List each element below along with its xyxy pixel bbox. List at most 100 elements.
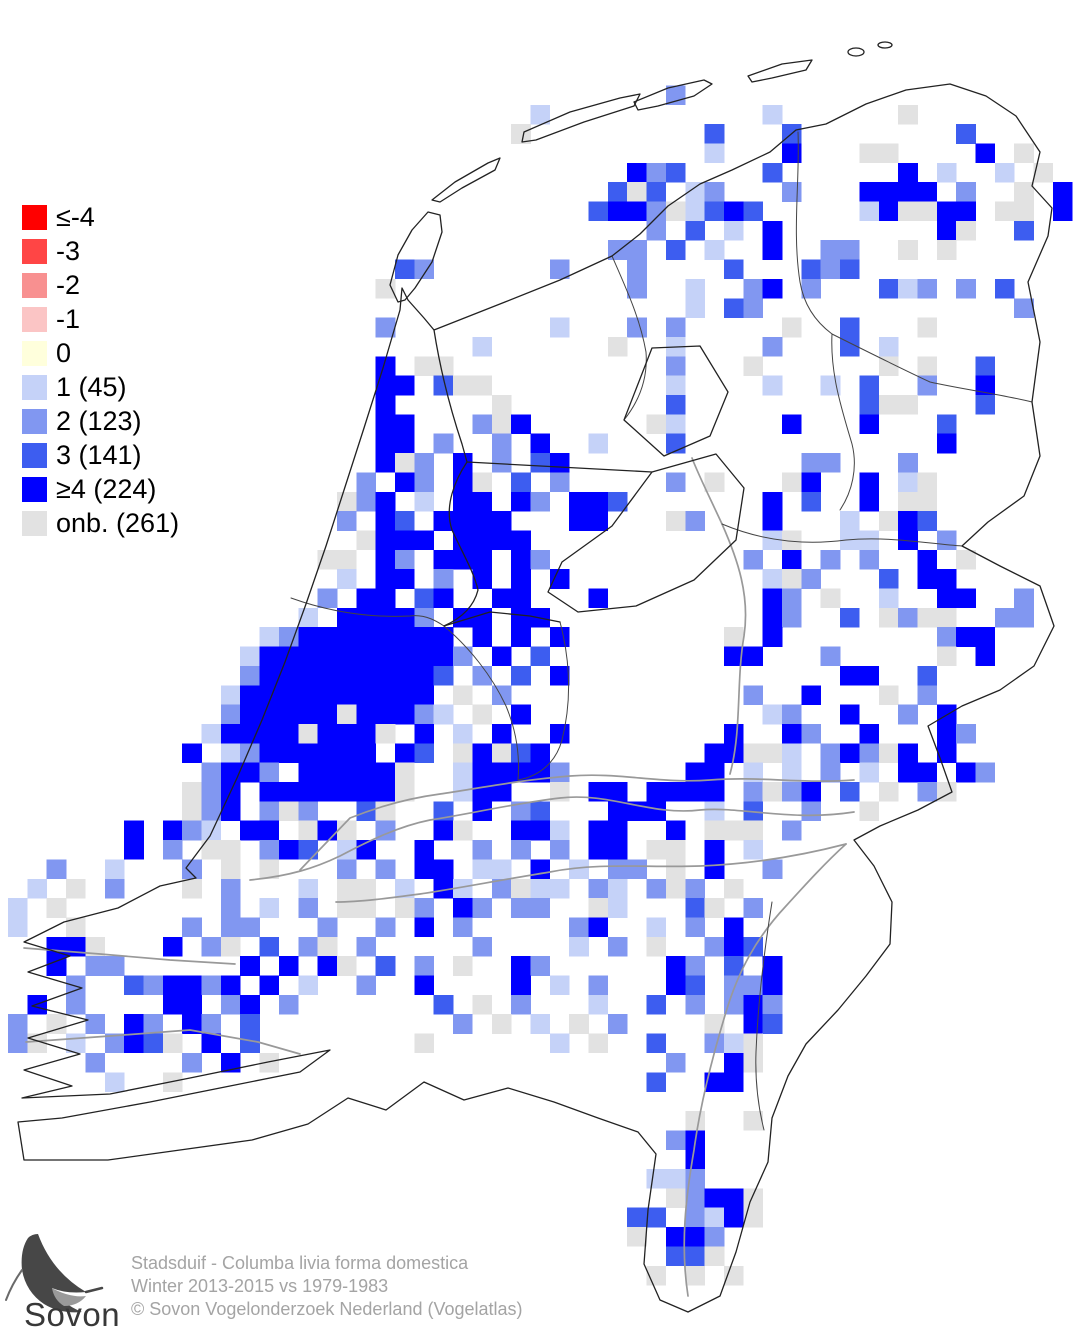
map-legend: ≤-4 -3 -2 -1 0 1 (45) 2 (123) 3 (141) ≥4… bbox=[22, 200, 179, 540]
grid-cell bbox=[704, 762, 725, 783]
grid-cell bbox=[433, 356, 454, 376]
grid-cell bbox=[549, 820, 570, 841]
grid-cell bbox=[511, 569, 531, 589]
grid-cell bbox=[782, 782, 802, 802]
grid-cell bbox=[936, 201, 957, 222]
grid-cell bbox=[220, 704, 241, 725]
grid-cell bbox=[259, 762, 280, 783]
grid-cell bbox=[511, 627, 531, 647]
grid-cell bbox=[569, 511, 589, 531]
grid-cell bbox=[549, 317, 570, 338]
grid-cell bbox=[704, 1207, 725, 1228]
grid-cell bbox=[395, 549, 415, 570]
grid-cell bbox=[627, 162, 647, 183]
grid-cell bbox=[588, 820, 609, 841]
grid-cell bbox=[375, 704, 396, 725]
legend-label: -2 bbox=[56, 269, 81, 300]
legend-item: 2 (123) bbox=[22, 404, 179, 438]
grid-cell bbox=[569, 1014, 589, 1034]
grid-cell bbox=[627, 240, 647, 260]
grid-cell bbox=[356, 588, 376, 609]
grid-cell bbox=[317, 762, 338, 783]
grid-cell bbox=[240, 704, 260, 725]
grid-cell bbox=[665, 240, 686, 260]
legend-swatch bbox=[22, 306, 47, 332]
grid-cell bbox=[278, 956, 299, 976]
grid-cell bbox=[298, 936, 318, 957]
legend-item: -1 bbox=[22, 302, 179, 336]
grid-cell bbox=[356, 704, 376, 725]
grid-cell bbox=[336, 646, 357, 667]
grid-cell bbox=[936, 220, 957, 241]
grid-cell bbox=[743, 1188, 763, 1208]
grid-cell bbox=[317, 549, 338, 570]
grid-cell bbox=[762, 240, 783, 260]
grid-cell bbox=[356, 762, 376, 783]
grid-cell bbox=[511, 491, 531, 512]
grid-cell bbox=[743, 356, 763, 376]
grid-cell bbox=[820, 743, 841, 763]
grid-cell bbox=[1014, 298, 1034, 318]
grid-cell bbox=[124, 840, 144, 860]
grid-cell bbox=[356, 975, 376, 996]
grid-cell bbox=[433, 704, 454, 725]
grid-cell bbox=[646, 994, 667, 1015]
grid-cell bbox=[220, 936, 241, 957]
grid-cell bbox=[936, 723, 957, 744]
grid-cell bbox=[414, 840, 434, 860]
grid-cell bbox=[801, 453, 821, 473]
grid-cell bbox=[433, 820, 454, 841]
grid-cell bbox=[646, 801, 667, 821]
grid-cell bbox=[259, 820, 280, 841]
grid-cell bbox=[956, 549, 976, 570]
grid-cell bbox=[491, 530, 512, 551]
grid-cell bbox=[472, 898, 493, 918]
grid-cell bbox=[375, 433, 396, 454]
grid-cell bbox=[356, 936, 376, 957]
grid-cell bbox=[607, 801, 628, 821]
grid-cell bbox=[414, 491, 434, 512]
grid-cell bbox=[395, 453, 415, 473]
grid-cell bbox=[278, 704, 299, 725]
grid-cell bbox=[162, 840, 183, 860]
grid-cell bbox=[201, 1033, 222, 1054]
grid-cell bbox=[704, 124, 725, 144]
grid-cell bbox=[491, 414, 512, 434]
grid-cell bbox=[549, 762, 570, 783]
grid-cell bbox=[530, 433, 551, 454]
grid-cell bbox=[549, 878, 570, 899]
grid-cell bbox=[704, 1188, 725, 1208]
grid-cell bbox=[743, 762, 763, 783]
grid-cell bbox=[530, 743, 551, 763]
grid-cell bbox=[511, 704, 531, 725]
grid-cell bbox=[569, 917, 589, 938]
grid-cell bbox=[433, 569, 454, 589]
grid-cell bbox=[395, 627, 415, 647]
grid-cell bbox=[336, 782, 357, 802]
grid-cell bbox=[956, 201, 976, 222]
grid-cell bbox=[356, 685, 376, 705]
grid-cell bbox=[143, 1033, 164, 1054]
grid-cell bbox=[220, 975, 241, 996]
grid-cell bbox=[336, 685, 357, 705]
grid-cell bbox=[414, 917, 434, 938]
grid-cell bbox=[646, 414, 667, 434]
grid-cell bbox=[336, 956, 357, 976]
grid-cell bbox=[801, 569, 821, 589]
grid-cell bbox=[685, 1110, 705, 1131]
grid-cell bbox=[917, 317, 938, 338]
grid-cell bbox=[936, 607, 957, 628]
grid-cell bbox=[685, 917, 705, 938]
grid-cell bbox=[607, 898, 628, 918]
grid-cell bbox=[665, 356, 686, 376]
grid-cell bbox=[917, 201, 938, 222]
province-borders bbox=[290, 131, 1033, 1131]
grid-cell bbox=[704, 1246, 725, 1267]
grid-cell bbox=[956, 182, 976, 202]
grid-cell bbox=[240, 1033, 260, 1054]
grid-cell bbox=[665, 975, 686, 996]
grid-cell bbox=[453, 878, 473, 899]
legend-label: ≤-4 bbox=[56, 201, 95, 232]
grid-cell bbox=[762, 162, 783, 183]
